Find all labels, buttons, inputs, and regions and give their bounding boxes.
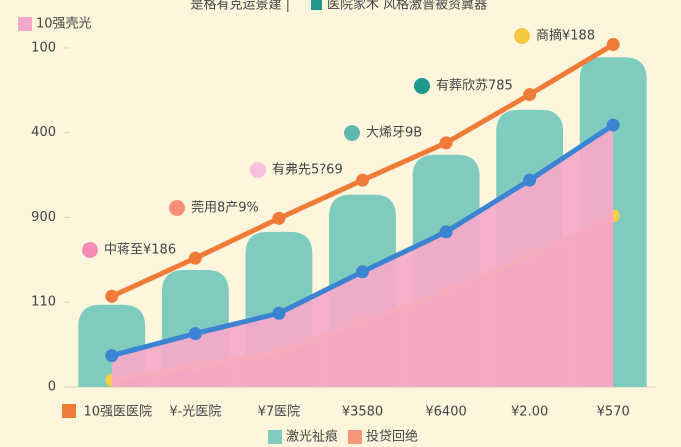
category-icon [62, 404, 76, 418]
legend-swatch [18, 17, 32, 31]
point [272, 211, 286, 225]
y-tick-label: 100 [31, 40, 56, 55]
legend-label: 投贷回绝 [366, 429, 418, 445]
x-tick-label: ¥3580 [342, 405, 383, 420]
point [356, 173, 369, 187]
annotation: 商摘¥188 [536, 28, 595, 44]
x-tick-label: ¥2.00 [511, 405, 548, 420]
legend-label: 激光祉痕 [286, 429, 338, 445]
annotation-dot [169, 200, 185, 216]
legend-swatch [348, 430, 362, 444]
title-icon [311, 0, 322, 10]
y-tick-label: 110 [31, 295, 56, 310]
x-tick-label: ¥6400 [425, 405, 466, 420]
point [105, 349, 119, 363]
annotation-dot [514, 28, 530, 44]
legend-swatch [268, 430, 282, 444]
point [356, 265, 369, 279]
y-tick-label: 400 [31, 125, 56, 140]
y-tick-label: 0 [48, 380, 56, 395]
point [439, 136, 453, 150]
x-tick-label: 10强医医院 [84, 405, 153, 420]
annotation-dot [82, 242, 98, 258]
point [606, 38, 620, 52]
x-tick-label: ¥570 [597, 405, 630, 420]
x-tick-label: ¥7医院 [258, 405, 301, 420]
annotation: 有弗先5?69 [272, 163, 343, 178]
annotation: 有葬欣苏785 [436, 78, 513, 94]
legend-label: 10强壳光 [36, 17, 92, 32]
point [606, 118, 620, 132]
chart-title: 是格有克运景建 | [190, 0, 290, 13]
annotation: 莞用8产9% [191, 201, 259, 216]
annotation-dot [344, 125, 360, 141]
point [523, 88, 537, 102]
point [523, 173, 537, 187]
annotation: 中蒋至¥186 [104, 243, 176, 258]
y-tick-label: 900 [31, 210, 56, 225]
point [272, 306, 286, 320]
annotation-dot [414, 78, 430, 94]
x-tick-label: ¥-光医院 [169, 405, 221, 420]
annotation-dot [250, 162, 266, 178]
point [188, 327, 202, 341]
area [111, 125, 614, 387]
chart-subtitle: 医院家术 风格激普被资冀器 [327, 0, 487, 13]
point [439, 225, 453, 239]
point [105, 289, 119, 303]
point [188, 251, 202, 265]
annotation: 大烯牙9B [366, 126, 422, 141]
